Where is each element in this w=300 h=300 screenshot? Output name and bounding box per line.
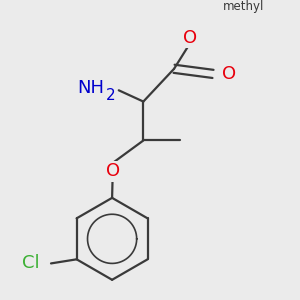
Text: O: O (106, 162, 120, 180)
Text: O: O (222, 65, 236, 83)
Text: NH: NH (77, 79, 104, 97)
Text: O: O (183, 29, 197, 47)
Text: 2: 2 (105, 88, 115, 104)
Text: Cl: Cl (22, 254, 40, 272)
Text: methyl: methyl (223, 1, 265, 13)
